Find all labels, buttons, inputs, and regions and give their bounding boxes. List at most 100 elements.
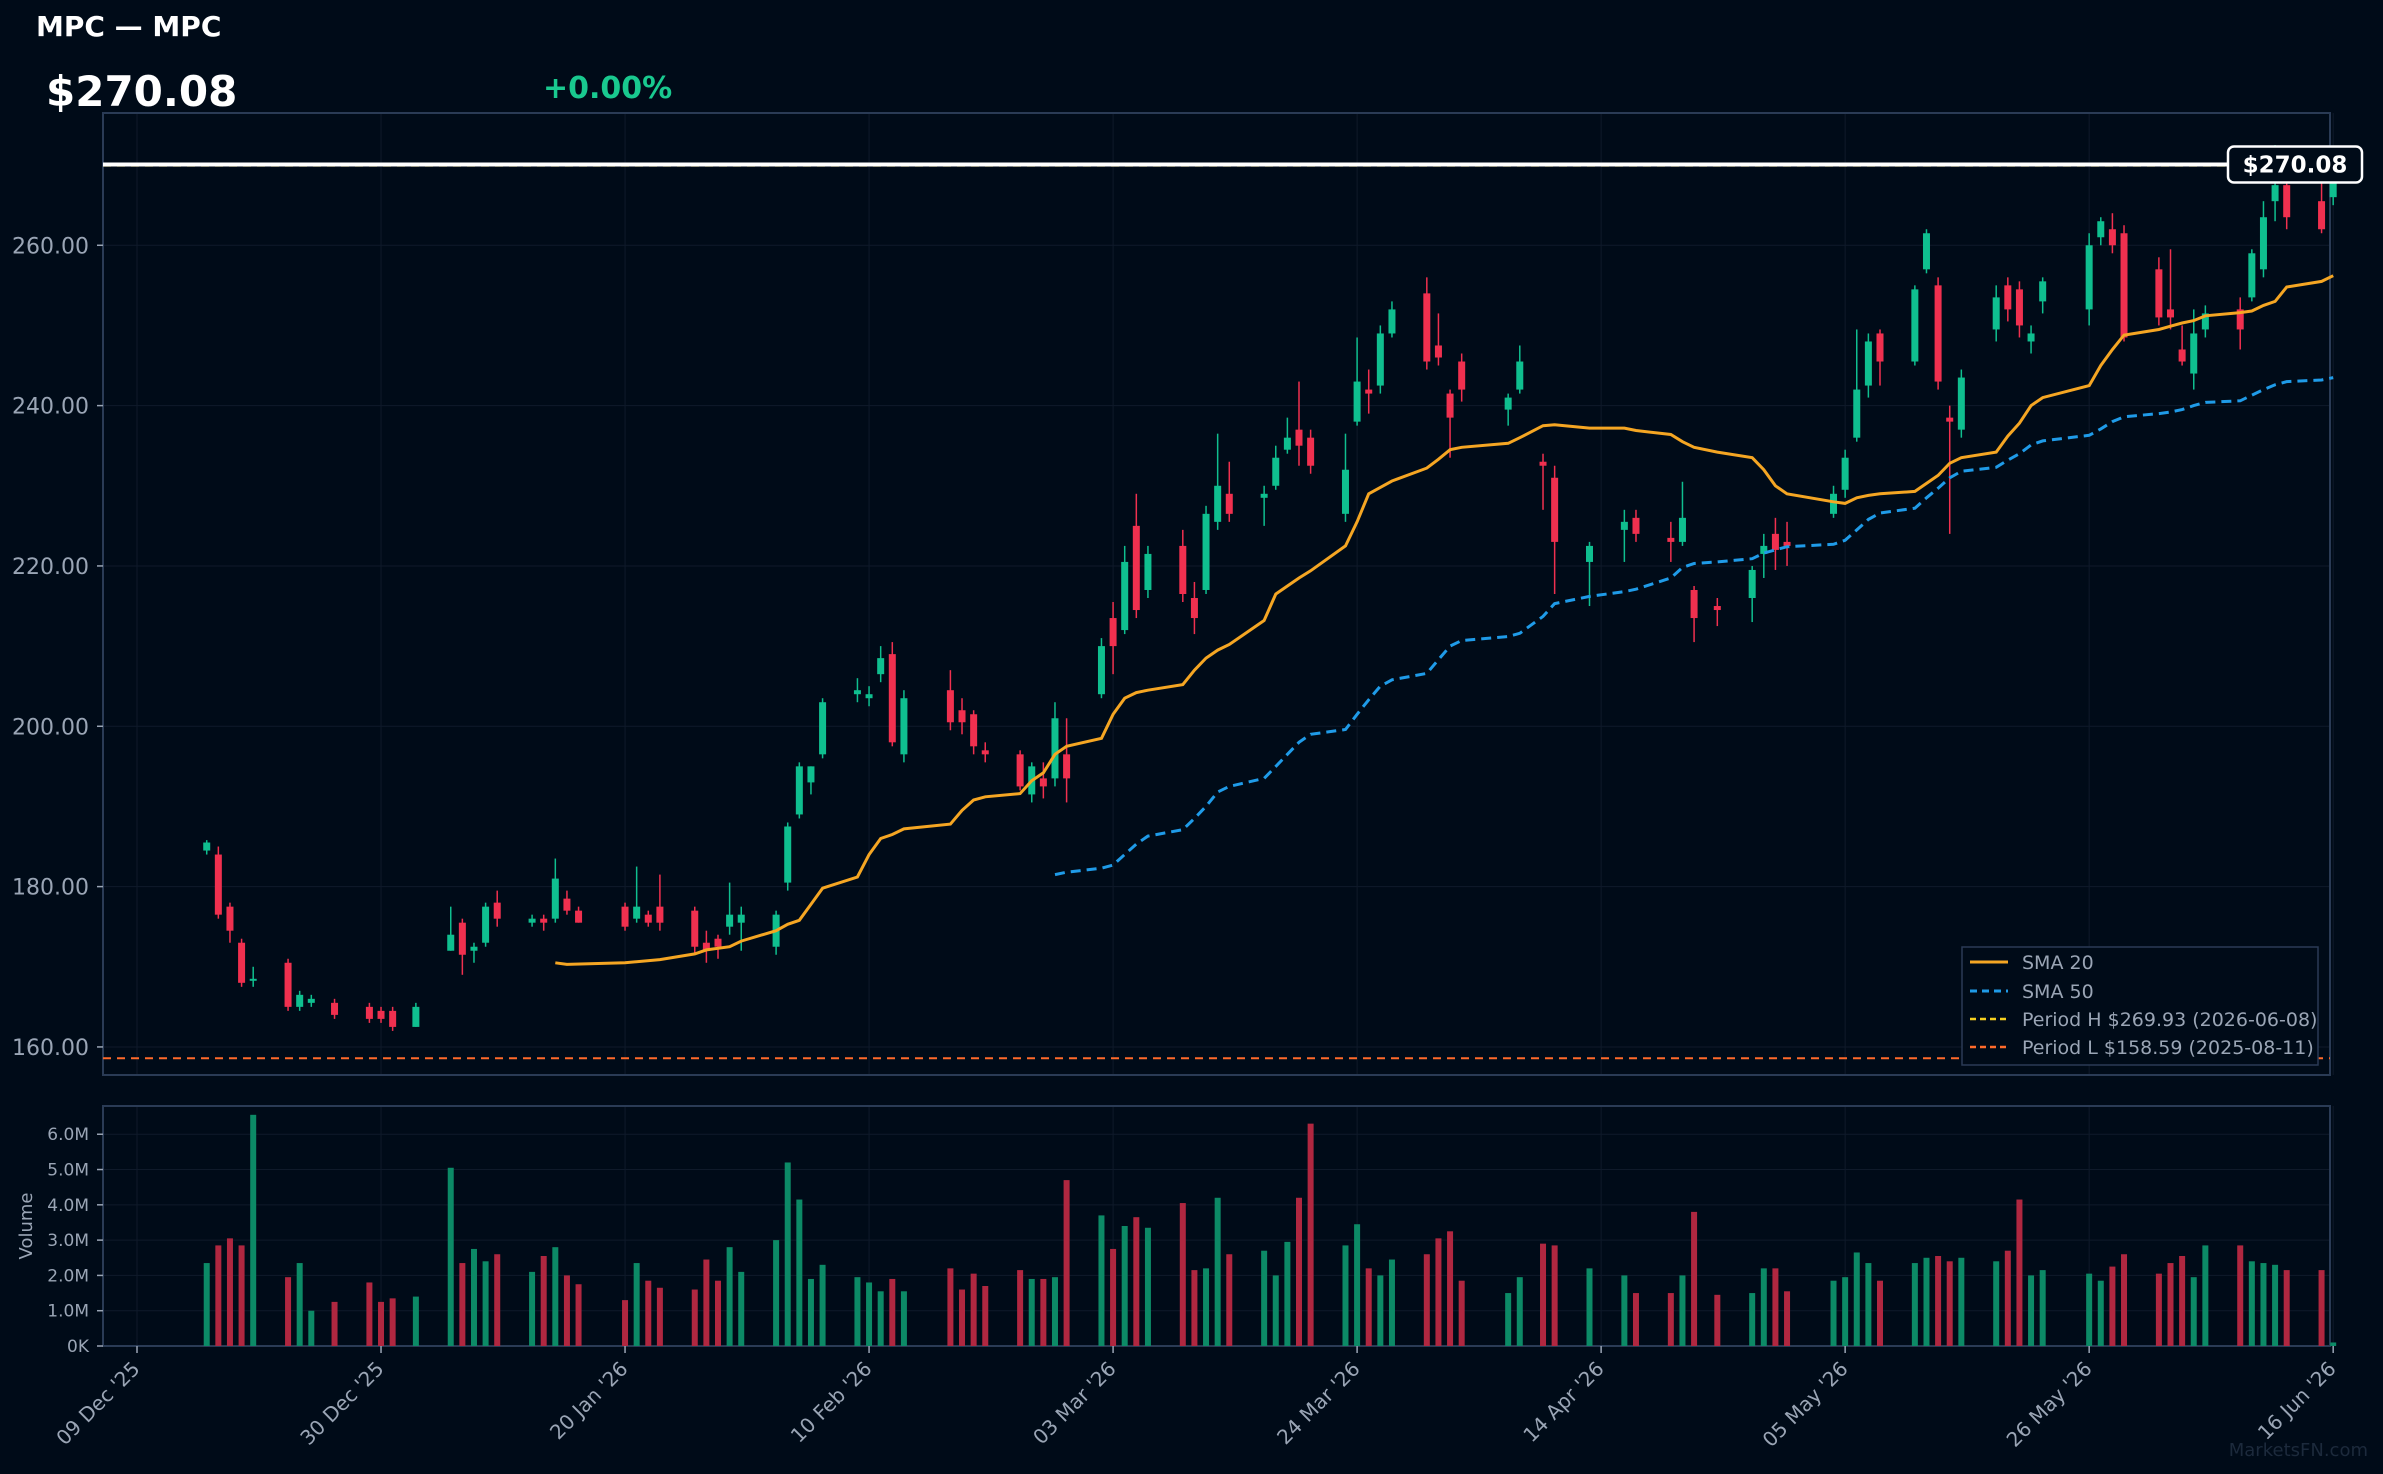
candle-body xyxy=(1446,393,1454,418)
candle-body xyxy=(377,1010,385,1019)
volume-bar xyxy=(2318,1270,2325,1346)
candle-body xyxy=(2167,309,2174,318)
volume-bar xyxy=(366,1282,373,1346)
candle xyxy=(1667,521,1675,562)
candle xyxy=(2283,177,2291,230)
volume-bar xyxy=(1447,1231,1454,1346)
volume-tick-label: 5.0M xyxy=(47,1161,89,1181)
candle-body xyxy=(1841,457,1849,490)
price-tick-label: 220.00 xyxy=(12,555,89,580)
volume-bar xyxy=(552,1247,559,1346)
candle xyxy=(1690,585,1698,643)
volume-bar xyxy=(1935,1256,1942,1346)
candle-body xyxy=(1434,345,1442,358)
candle xyxy=(1272,445,1280,490)
volume-bar xyxy=(1853,1252,1860,1346)
candle xyxy=(795,762,803,819)
candle-body xyxy=(888,654,896,743)
volume-bar xyxy=(389,1298,396,1346)
volume-bar xyxy=(1179,1203,1186,1346)
volume-bar xyxy=(738,1271,745,1346)
volume-bar xyxy=(889,1278,896,1346)
volume-bar xyxy=(2167,1263,2174,1346)
candle-body xyxy=(2190,333,2198,374)
candle-body xyxy=(1260,493,1268,498)
current-price: $270.08 xyxy=(46,67,237,116)
candle-body xyxy=(1539,461,1547,466)
candle xyxy=(226,902,234,943)
volume-tick-label: 1.0M xyxy=(47,1302,89,1322)
candle-body xyxy=(795,766,803,815)
candle xyxy=(784,822,792,891)
candle-body xyxy=(621,906,629,927)
candle-body xyxy=(807,766,815,783)
volume-bar xyxy=(215,1245,222,1346)
candle-body xyxy=(2039,281,2047,302)
candle xyxy=(331,998,339,1019)
last-price-tag-text: $270.08 xyxy=(2243,152,2348,178)
candle-body xyxy=(2004,285,2012,310)
candle xyxy=(1748,565,1756,623)
volume-bar xyxy=(459,1263,466,1346)
candle xyxy=(1307,429,1315,474)
volume-bar xyxy=(1063,1180,1070,1346)
candle xyxy=(2190,309,2198,390)
candle-body xyxy=(633,906,641,919)
candle xyxy=(1934,277,1942,390)
candle-body xyxy=(1132,525,1140,611)
volume-bar xyxy=(1516,1277,1523,1346)
candle-body xyxy=(1748,569,1756,599)
candle-body xyxy=(2155,269,2163,318)
candle xyxy=(296,990,304,1011)
candle-body xyxy=(900,698,908,755)
candle xyxy=(1771,517,1779,570)
candle-body xyxy=(2015,289,2023,326)
candle-body xyxy=(1667,537,1675,542)
volume-bar xyxy=(1540,1243,1547,1346)
volume-bar xyxy=(1226,1254,1233,1346)
volume-bar xyxy=(796,1199,803,1346)
volume-bar xyxy=(2330,1342,2337,1346)
candle-body xyxy=(1121,561,1129,631)
candle-body xyxy=(214,854,222,915)
volume-bar xyxy=(773,1240,780,1346)
volume-bar xyxy=(1296,1197,1302,1346)
candle-body xyxy=(238,942,246,983)
volume-bar xyxy=(529,1271,536,1346)
candle-body xyxy=(691,910,699,947)
candle xyxy=(1678,481,1686,546)
candle-body xyxy=(1504,397,1512,410)
volume-bar xyxy=(296,1263,303,1346)
candle xyxy=(1713,598,1721,627)
candle xyxy=(1539,453,1547,510)
candle xyxy=(1446,389,1454,458)
candle xyxy=(1109,602,1117,675)
volume-bar xyxy=(308,1310,315,1346)
price-tick-label: 160.00 xyxy=(12,1036,89,1061)
price-change: +0.00% xyxy=(543,71,672,106)
volume-bar xyxy=(1551,1245,1558,1346)
candle-body xyxy=(493,902,501,919)
volume-bar xyxy=(970,1273,977,1346)
volume-tick-label: 2.0M xyxy=(47,1266,89,1286)
candle-body xyxy=(2178,349,2186,362)
volume-bar xyxy=(691,1289,698,1346)
candle-body xyxy=(1876,333,1884,362)
candle xyxy=(307,994,315,1007)
candle xyxy=(377,1006,385,1023)
candle-body xyxy=(1864,341,1872,386)
candle xyxy=(1063,718,1071,803)
candle-body xyxy=(1295,429,1303,446)
candle xyxy=(1992,285,2000,342)
candle-body xyxy=(853,690,861,695)
candle xyxy=(249,966,257,987)
candle xyxy=(946,670,954,731)
volume-bar xyxy=(1842,1277,1849,1346)
candle-body xyxy=(1179,545,1187,594)
last-price-tag: $270.08 xyxy=(2226,145,2364,184)
volume-bar xyxy=(2109,1266,2116,1346)
volume-bar xyxy=(1679,1275,1686,1346)
candle-body xyxy=(1783,541,1791,546)
candle-body xyxy=(1039,778,1047,787)
